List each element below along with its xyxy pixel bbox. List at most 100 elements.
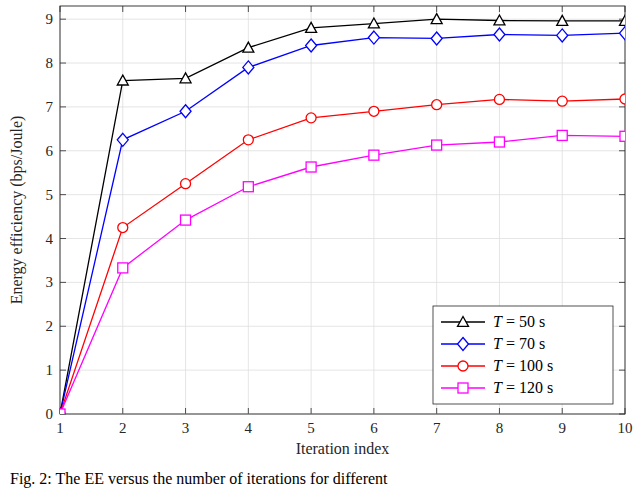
point-marker xyxy=(431,14,442,24)
point-marker xyxy=(494,94,504,104)
tick-label: 7 xyxy=(46,99,54,115)
grid-line xyxy=(373,6,374,414)
point-marker xyxy=(180,105,191,118)
series-line xyxy=(60,135,625,414)
tick-label: 4 xyxy=(245,420,253,436)
grid-line xyxy=(185,6,186,414)
point-marker xyxy=(368,18,379,28)
x-axis-label: Iteration index xyxy=(296,440,390,457)
legend-label: T = 70 s xyxy=(493,335,545,352)
tick-mark xyxy=(60,238,66,239)
point-marker xyxy=(557,130,567,140)
point-marker xyxy=(557,15,568,25)
tick-label: 2 xyxy=(46,318,54,334)
point-marker xyxy=(181,179,191,189)
grid-line xyxy=(60,63,625,64)
grid-line xyxy=(60,19,625,20)
legend-box xyxy=(433,306,613,404)
y-axis-label: Energy efficiency (bps/Joule) xyxy=(8,116,26,305)
legend-label: T = 120 s xyxy=(493,379,553,396)
tick-mark xyxy=(562,408,563,414)
chart-container: 123456789100123456789Iteration indexEner… xyxy=(0,0,640,493)
tick-mark xyxy=(619,63,625,64)
grid-line xyxy=(60,238,625,239)
legend-label-part: = 100 s xyxy=(502,357,553,374)
point-marker xyxy=(117,75,128,85)
point-marker xyxy=(118,223,128,233)
series-line xyxy=(60,99,625,414)
point-marker xyxy=(620,94,625,104)
tick-mark xyxy=(60,370,66,371)
legend-label-part: = 70 s xyxy=(502,335,545,352)
point-marker xyxy=(306,113,316,123)
legend-marker xyxy=(458,383,468,393)
point-marker xyxy=(620,131,625,141)
legend-label-part: = 50 s xyxy=(502,313,545,330)
tick-mark xyxy=(60,150,66,151)
tick-label: 9 xyxy=(46,11,54,27)
legend: T = 50 sT = 70 sT = 100 sT = 120 s xyxy=(433,306,613,404)
tick-mark xyxy=(619,150,625,151)
tick-label: 0 xyxy=(46,406,54,422)
point-marker xyxy=(306,39,317,52)
tick-mark xyxy=(373,408,374,414)
grid-line xyxy=(311,6,312,414)
legend-marker xyxy=(458,361,468,371)
point-marker xyxy=(243,135,253,145)
tick-label: 1 xyxy=(56,420,64,436)
series-line xyxy=(60,19,625,414)
point-marker xyxy=(243,182,253,192)
point-marker xyxy=(60,408,66,415)
point-marker xyxy=(180,73,191,83)
point-marker xyxy=(432,140,442,150)
point-marker xyxy=(494,137,504,147)
tick-label: 3 xyxy=(46,274,54,290)
point-marker xyxy=(557,96,567,106)
tick-mark xyxy=(185,6,186,12)
plot-area xyxy=(60,6,625,414)
tick-mark xyxy=(619,370,625,371)
point-marker xyxy=(620,27,626,40)
tick-mark xyxy=(60,194,66,195)
grid-line xyxy=(60,106,625,107)
point-marker xyxy=(243,61,254,74)
tick-label: 10 xyxy=(618,420,633,436)
tick-mark xyxy=(619,282,625,283)
point-marker xyxy=(243,42,254,52)
tick-label: 7 xyxy=(433,420,441,436)
legend-label: T = 50 s xyxy=(493,313,545,330)
point-marker xyxy=(432,100,442,110)
tick-mark xyxy=(619,238,625,239)
tick-mark xyxy=(619,326,625,327)
tick-label: 3 xyxy=(182,420,190,436)
tick-mark xyxy=(60,63,66,64)
plot-frame xyxy=(60,6,625,414)
tick-label: 6 xyxy=(46,143,54,159)
tick-mark xyxy=(60,19,66,20)
tick-label: 1 xyxy=(46,362,54,378)
tick-mark xyxy=(60,282,66,283)
tick-mark xyxy=(373,6,374,12)
tick-mark xyxy=(436,408,437,414)
grid-line xyxy=(60,150,625,151)
point-marker xyxy=(368,31,379,44)
tick-mark xyxy=(248,6,249,12)
point-marker xyxy=(60,409,65,414)
tick-mark xyxy=(122,6,123,12)
point-marker xyxy=(181,215,191,225)
tick-label: 8 xyxy=(46,55,54,71)
tick-label: 9 xyxy=(558,420,566,436)
tick-mark xyxy=(436,6,437,12)
point-marker xyxy=(306,22,317,32)
point-marker xyxy=(431,32,442,45)
tick-label: 2 xyxy=(119,420,127,436)
tick-label: 5 xyxy=(307,420,315,436)
point-marker xyxy=(620,15,626,25)
tick-mark xyxy=(185,408,186,414)
point-marker xyxy=(494,15,505,25)
tick-label: 8 xyxy=(496,420,504,436)
grid-line xyxy=(60,282,625,283)
tick-mark xyxy=(499,6,500,12)
point-marker xyxy=(60,409,65,414)
point-marker xyxy=(60,409,66,415)
